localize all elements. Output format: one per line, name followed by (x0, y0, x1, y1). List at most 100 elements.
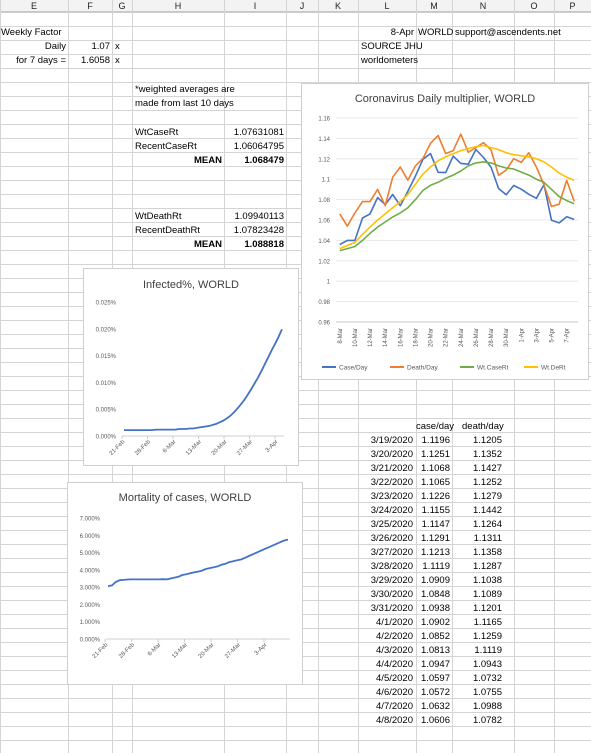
column-header-H[interactable]: H (174, 1, 182, 11)
world-cell[interactable]: WORLD (418, 27, 454, 38)
mean1-value[interactable]: 1.068479 (244, 155, 284, 166)
table-cell-death[interactable]: 1.0988 (472, 701, 502, 712)
table-cell-case[interactable]: 1.0947 (420, 659, 450, 670)
table-cell-date[interactable]: 4/6/2020 (376, 687, 413, 698)
table-cell-case[interactable]: 1.0813 (420, 645, 450, 656)
table-cell-case[interactable]: 1.0848 (420, 589, 450, 600)
table-header-case[interactable]: case/day (416, 421, 455, 432)
table-cell-case[interactable]: 1.0606 (420, 715, 450, 726)
table-cell-case[interactable]: 1.0572 (420, 687, 450, 698)
wtcase-value[interactable]: 1.07631081 (233, 127, 284, 138)
column-header-M[interactable]: M (430, 1, 438, 11)
table-cell-date[interactable]: 4/3/2020 (376, 645, 413, 656)
wtdeath-label[interactable]: WtDeathRt (135, 211, 182, 222)
table-cell-death[interactable]: 1.0755 (472, 687, 502, 698)
table-cell-date[interactable]: 3/27/2020 (370, 547, 413, 558)
table-cell-death[interactable]: 1.0943 (472, 659, 502, 670)
daily-unit[interactable]: x (115, 41, 120, 52)
email-cell[interactable]: support@ascendents.net (455, 27, 561, 38)
wtcase-label[interactable]: WtCaseRt (135, 127, 179, 138)
table-cell-case[interactable]: 1.1213 (420, 547, 450, 558)
table-cell-date[interactable]: 3/29/2020 (370, 575, 413, 586)
table-cell-date[interactable]: 3/25/2020 (370, 519, 413, 530)
mean1-label[interactable]: MEAN (194, 155, 222, 166)
table-cell-death[interactable]: 1.1358 (472, 547, 502, 558)
table-cell-date[interactable]: 3/22/2020 (370, 477, 413, 488)
table-cell-case[interactable]: 1.1065 (420, 477, 450, 488)
table-cell-case[interactable]: 1.1147 (421, 519, 450, 530)
table-cell-death[interactable]: 1.1038 (472, 575, 502, 586)
daily-label[interactable]: Daily (44, 41, 66, 52)
table-cell-death[interactable]: 1.0732 (472, 673, 502, 684)
table-cell-death[interactable]: 1.1165 (473, 617, 502, 628)
table-cell-date[interactable]: 4/5/2020 (376, 673, 413, 684)
table-cell-death[interactable]: 1.0782 (472, 715, 502, 726)
table-cell-date[interactable]: 3/31/2020 (370, 603, 413, 614)
table-cell-death[interactable]: 1.1311 (473, 533, 502, 544)
source-cell[interactable]: SOURCE JHU (361, 41, 423, 52)
table-cell-case[interactable]: 1.1196 (421, 435, 450, 446)
table-cell-date[interactable]: 4/4/2020 (376, 659, 413, 670)
table-cell-case[interactable]: 1.0938 (420, 603, 450, 614)
column-header-F[interactable]: F (87, 1, 93, 11)
recentdeath-label[interactable]: RecentDeathRt (135, 225, 200, 236)
table-cell-case[interactable]: 1.0909 (420, 575, 450, 586)
table-cell-death[interactable]: 1.1352 (472, 449, 502, 460)
table-cell-death[interactable]: 1.1264 (472, 519, 502, 530)
column-header-L[interactable]: L (384, 1, 390, 11)
table-cell-case[interactable]: 1.1226 (420, 491, 450, 502)
table-cell-date[interactable]: 4/1/2020 (376, 617, 413, 628)
column-header-N[interactable]: N (479, 1, 487, 11)
table-cell-death[interactable]: 1.1287 (472, 561, 502, 572)
chart-infected[interactable]: Infected%, WORLD 0.000% 0.005% 0.010% 0.015… (83, 268, 299, 466)
column-header-K[interactable]: K (334, 1, 341, 11)
table-cell-death[interactable]: 1.1259 (472, 631, 502, 642)
for7days-label[interactable]: for 7 days = (16, 55, 66, 66)
mean2-value[interactable]: 1.088818 (244, 239, 284, 250)
table-cell-death[interactable]: 1.1119 (474, 645, 502, 656)
column-header-P[interactable]: P (569, 1, 576, 11)
table-header-death[interactable]: death/day (462, 421, 504, 432)
table-cell-death[interactable]: 1.1205 (472, 435, 502, 446)
table-cell-date[interactable]: 4/8/2020 (376, 715, 413, 726)
column-header-J[interactable]: J (299, 1, 305, 11)
table-cell-case[interactable]: 1.1119 (422, 561, 450, 572)
table-cell-death[interactable]: 1.1427 (472, 463, 502, 474)
date-cell[interactable]: 8-Apr (390, 27, 414, 38)
note-line1[interactable]: *weighted averages are (135, 84, 235, 95)
table-cell-date[interactable]: 4/7/2020 (376, 701, 413, 712)
worldometers-cell[interactable]: worldometers (361, 55, 419, 66)
table-cell-date[interactable]: 3/28/2020 (370, 561, 413, 572)
table-cell-date[interactable]: 4/2/2020 (376, 631, 413, 642)
table-cell-death[interactable]: 1.1089 (472, 589, 502, 600)
table-cell-date[interactable]: 3/30/2020 (370, 589, 413, 600)
chart-daily-multiplier[interactable]: Coronavirus Daily multiplier, WORLD 0.96… (301, 83, 589, 380)
table-cell-case[interactable]: 1.1291 (420, 533, 450, 544)
table-cell-date[interactable]: 3/20/2020 (370, 449, 413, 460)
table-cell-date[interactable]: 3/21/2020 (370, 463, 413, 474)
column-header-G[interactable]: G (118, 1, 126, 11)
table-cell-date[interactable]: 3/23/2020 (370, 491, 413, 502)
table-cell-date[interactable]: 3/19/2020 (370, 435, 413, 446)
table-cell-death[interactable]: 1.1279 (472, 491, 502, 502)
table-cell-case[interactable]: 1.0632 (420, 701, 450, 712)
column-header-I[interactable]: I (253, 1, 257, 11)
column-header-E[interactable]: E (30, 1, 37, 11)
weekly-factor-label[interactable]: Weekly Factor (1, 27, 62, 38)
table-cell-death[interactable]: 1.1201 (472, 603, 502, 614)
table-cell-date[interactable]: 3/24/2020 (370, 505, 413, 516)
table-cell-death[interactable]: 1.1442 (472, 505, 502, 516)
table-cell-case[interactable]: 1.1155 (421, 505, 450, 516)
note-line2[interactable]: made from last 10 days (135, 98, 234, 109)
daily-value[interactable]: 1.07 (91, 41, 111, 52)
table-cell-death[interactable]: 1.1252 (472, 477, 502, 488)
for7days-unit[interactable]: x (115, 55, 120, 66)
table-cell-case[interactable]: 1.0597 (420, 673, 450, 684)
table-cell-date[interactable]: 3/26/2020 (370, 533, 413, 544)
recentdeath-value[interactable]: 1.07823428 (233, 225, 284, 236)
table-cell-case[interactable]: 1.0902 (420, 617, 450, 628)
table-cell-case[interactable]: 1.1251 (420, 449, 450, 460)
mean2-label[interactable]: MEAN (194, 239, 222, 250)
wtdeath-value[interactable]: 1.09940113 (234, 211, 285, 222)
recentcase-value[interactable]: 1.06064795 (233, 141, 284, 152)
